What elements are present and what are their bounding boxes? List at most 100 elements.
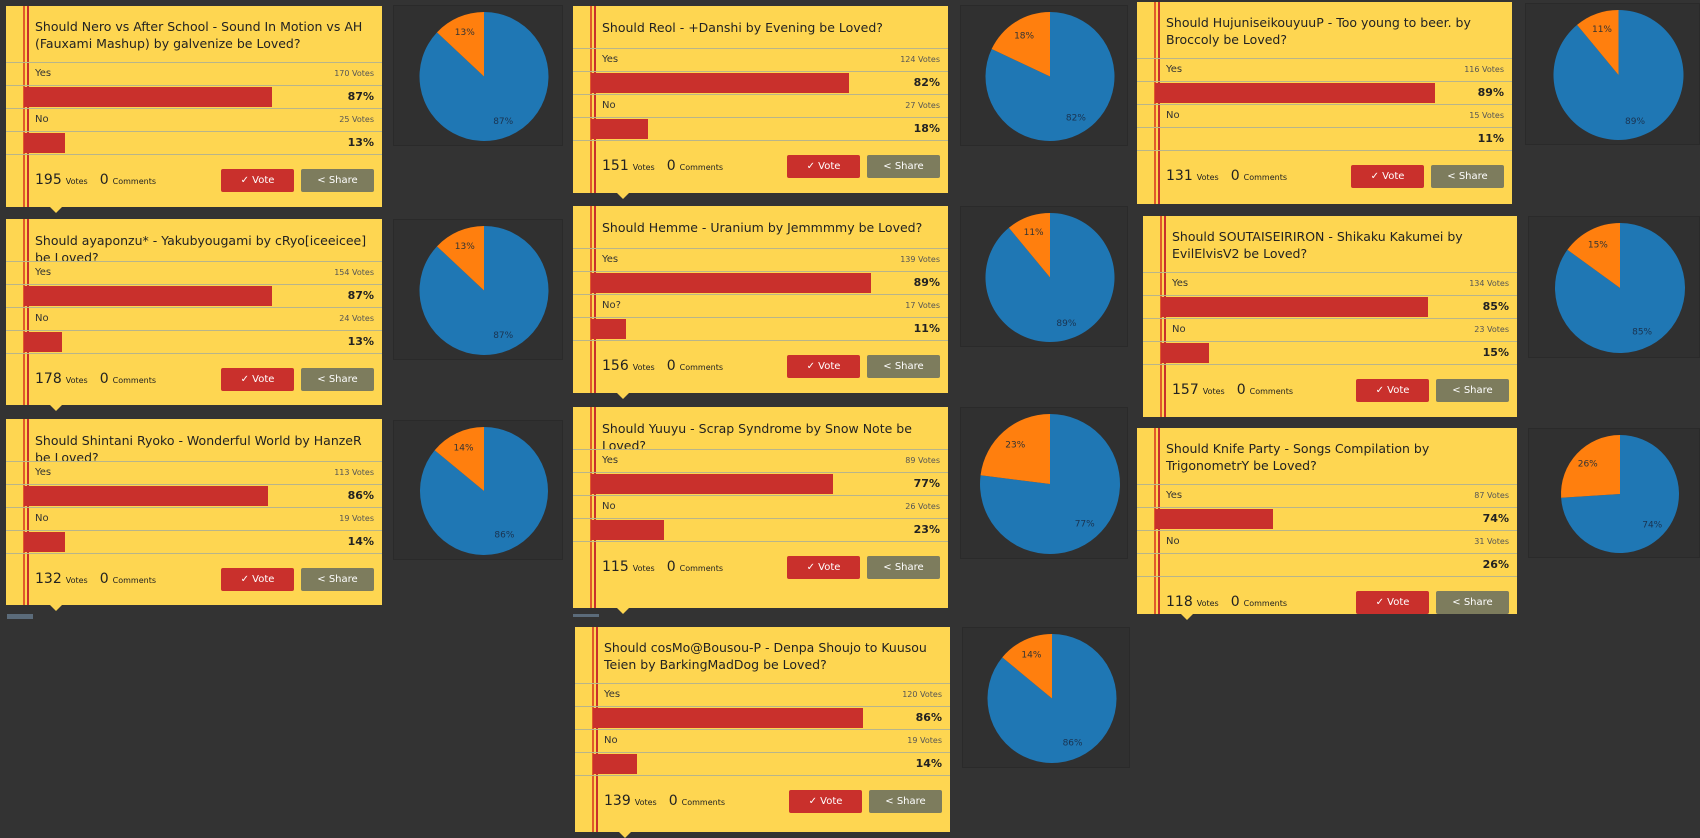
option-percent: 14% — [915, 757, 942, 770]
option-bar-row: 11% — [1137, 127, 1512, 150]
option-label: No — [35, 114, 49, 125]
total-votes: 139 — [604, 793, 631, 809]
option-bar-row: 89% — [573, 271, 948, 294]
option-bar — [591, 73, 849, 93]
option-header: No 19 Votes — [6, 507, 382, 530]
option-bar — [24, 486, 268, 506]
option-label: Yes — [602, 54, 619, 65]
option-label: Yes — [604, 689, 621, 700]
share-button[interactable]: < Share — [869, 790, 942, 813]
share-button[interactable]: < Share — [867, 155, 940, 178]
poll-card: Should cosMo@Bousou-P - Denpa Shoujo to … — [575, 627, 950, 838]
pie-slice-no — [1577, 10, 1619, 75]
option-bar — [591, 474, 833, 494]
vote-button[interactable]: ✓ Vote — [221, 368, 294, 391]
option-header: Yes 87 Votes — [1137, 484, 1517, 507]
option-label: No — [35, 513, 49, 524]
share-button[interactable]: < Share — [1431, 165, 1504, 188]
option-bar-row: 77% — [573, 472, 948, 495]
share-button[interactable]: < Share — [867, 556, 940, 579]
comment-count: 0 — [666, 358, 676, 374]
option-bar — [591, 119, 648, 139]
option-bar-row: 14% — [6, 530, 382, 553]
pie-label-no: 11% — [1024, 228, 1044, 238]
option-bar-row: 89% — [1137, 81, 1512, 104]
vote-button[interactable]: ✓ Vote — [787, 155, 860, 178]
poll-stats: 157 Votes 0 Comments — [1172, 382, 1305, 398]
vote-button[interactable]: ✓ Vote — [789, 790, 862, 813]
option-label: Yes — [1166, 490, 1183, 501]
option-header: Yes 139 Votes — [573, 248, 948, 271]
vote-button[interactable]: ✓ Vote — [221, 169, 294, 192]
option-header: No? 17 Votes — [573, 294, 948, 317]
option-votes: 170 Votes — [334, 69, 374, 78]
vote-button[interactable]: ✓ Vote — [787, 355, 860, 378]
comments-label: Comments — [679, 163, 724, 172]
option-bar-row: 85% — [1143, 295, 1517, 318]
pie-label-yes: 77% — [1075, 519, 1095, 529]
share-button[interactable]: < Share — [1436, 591, 1509, 614]
option-header: No 15 Votes — [1137, 104, 1512, 127]
option-percent: 89% — [1477, 86, 1504, 99]
pie-label-no: 13% — [455, 242, 475, 252]
vote-button[interactable]: ✓ Vote — [221, 568, 294, 591]
comments-label: Comments — [1243, 173, 1288, 182]
option-label: Yes — [35, 467, 52, 478]
divider — [1143, 364, 1517, 365]
pie-slice-no — [1002, 634, 1052, 699]
comments-label: Comments — [1249, 387, 1294, 396]
option-header: No 23 Votes — [1143, 318, 1517, 341]
option-bar — [1161, 343, 1209, 363]
share-button[interactable]: < Share — [301, 169, 374, 192]
pie-slice-yes — [1553, 10, 1684, 141]
option-percent: 86% — [347, 489, 374, 502]
option-votes: 113 Votes — [334, 468, 374, 477]
total-votes: 195 — [35, 172, 62, 188]
comment-count: 0 — [1236, 382, 1246, 398]
option-bar-row: 23% — [573, 518, 948, 541]
option-header: No 25 Votes — [6, 108, 382, 131]
option-label: Yes — [602, 455, 619, 466]
comments-label: Comments — [679, 564, 724, 573]
option-label: Yes — [35, 68, 52, 79]
divider — [573, 340, 948, 341]
pie-chart: 11% 89% — [1525, 3, 1700, 145]
poll-stats: 195 Votes 0 Comments — [35, 172, 168, 188]
poll-stats: 115 Votes 0 Comments — [602, 559, 735, 575]
option-percent: 74% — [1482, 512, 1509, 525]
margin-line — [594, 206, 596, 393]
share-button[interactable]: < Share — [301, 568, 374, 591]
option-percent: 77% — [913, 477, 940, 490]
option-percent: 11% — [913, 322, 940, 335]
option-percent: 86% — [915, 711, 942, 724]
vote-button[interactable]: ✓ Vote — [1351, 165, 1424, 188]
option-percent: 82% — [913, 76, 940, 89]
thumbnail-fragment — [7, 614, 33, 619]
option-bar-row: 15% — [1143, 341, 1517, 364]
margin-line — [1154, 2, 1156, 204]
poll-card: Should ayaponzu* - Yakubyougami by cRyo[… — [6, 219, 382, 411]
votes-label: Votes — [1202, 387, 1225, 396]
total-votes: 131 — [1166, 168, 1193, 184]
poll-card: Should SOUTAISEIRIRON - Shikaku Kakumei … — [1143, 216, 1517, 417]
comment-count: 0 — [1230, 594, 1240, 610]
vote-button[interactable]: ✓ Vote — [787, 556, 860, 579]
pie-label-yes: 87% — [493, 117, 513, 127]
total-votes: 157 — [1172, 382, 1199, 398]
divider — [1137, 150, 1512, 151]
total-votes: 115 — [602, 559, 629, 575]
pie-slice-no — [980, 414, 1050, 484]
option-bar — [24, 332, 62, 352]
option-label: Yes — [1172, 278, 1189, 289]
option-header: No 27 Votes — [573, 94, 948, 117]
comment-count: 0 — [668, 793, 678, 809]
votes-label: Votes — [1196, 173, 1219, 182]
share-button[interactable]: < Share — [301, 368, 374, 391]
share-button[interactable]: < Share — [867, 355, 940, 378]
poll-card: Should Reol - +Danshi by Evening be Love… — [573, 6, 948, 199]
card-pointer — [50, 405, 62, 411]
option-bar-row: 82% — [573, 71, 948, 94]
share-button[interactable]: < Share — [1436, 379, 1509, 402]
vote-button[interactable]: ✓ Vote — [1356, 591, 1429, 614]
vote-button[interactable]: ✓ Vote — [1356, 379, 1429, 402]
